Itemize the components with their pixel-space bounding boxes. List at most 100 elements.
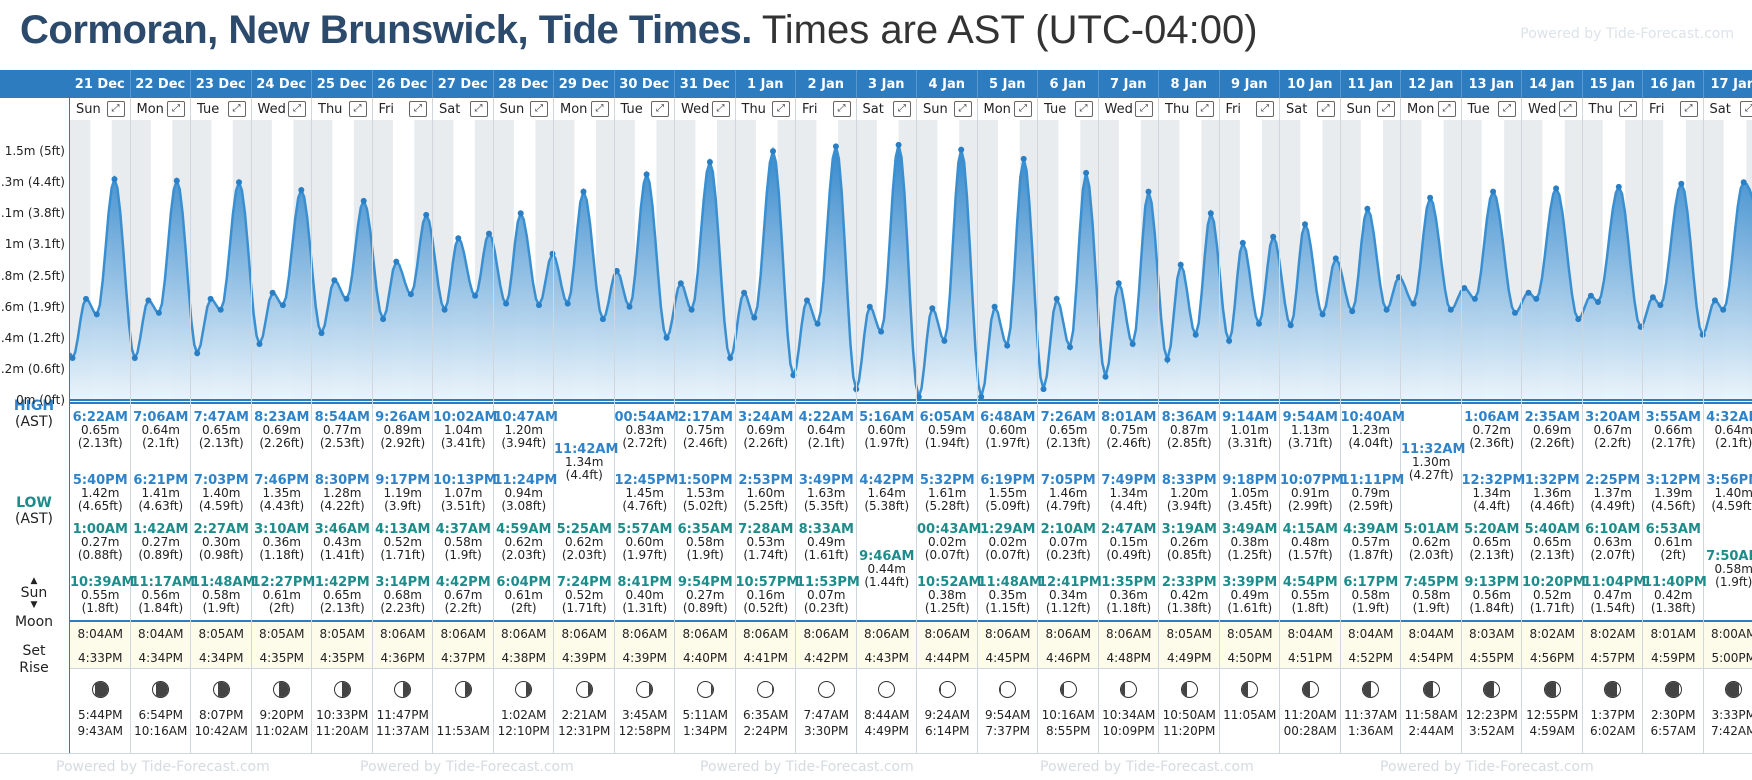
high-height-ft: (4.59ft)	[1711, 499, 1752, 513]
high-time: 11:11PM	[1340, 473, 1405, 488]
high-time: 3:56PM	[1706, 473, 1752, 488]
high-tide-cell: 8:01AM 0.75m (2.46ft) 7:49PM 1.34m (4.4ft)	[1099, 411, 1160, 513]
expand-icon[interactable]: ⤢	[772, 101, 790, 117]
moonrise-time: 3:30PM	[803, 724, 849, 738]
moonset-time: 10:50AM	[1162, 708, 1216, 722]
expand-icon[interactable]: ⤢	[227, 101, 246, 117]
tide-point	[441, 306, 448, 313]
expand-icon[interactable]: ⤢	[1256, 101, 1274, 117]
low-height-ft: (2.03ft)	[561, 548, 607, 562]
low-tide-cell: 4:37AM 0.58m (1.9ft) 4:42PM 0.67m (2.2ft)	[433, 523, 494, 615]
sunset-time: 4:51PM	[1287, 651, 1333, 665]
low-time: 12:27PM	[251, 575, 316, 590]
tide-point	[1040, 386, 1047, 393]
expand-icon[interactable]: ⤢	[1074, 101, 1093, 117]
moon-cell: 7:47AM 3:30PM	[796, 681, 857, 739]
day-name: Sat	[1709, 101, 1731, 117]
expand-icon[interactable]: ⤢	[348, 101, 367, 117]
tide-point	[1067, 344, 1073, 351]
low-height-ft: (1.74ft)	[743, 548, 789, 562]
expand-icon[interactable]: ⤢	[1195, 101, 1214, 117]
high-tide-entry: 7:49PM 1.34m (4.4ft)	[1099, 474, 1160, 513]
moonset-time: 9:24AM	[924, 708, 970, 722]
moon-phase-icon	[575, 681, 593, 698]
expand-icon[interactable]: ⤢	[1316, 101, 1335, 117]
moonrise-time	[1220, 723, 1281, 739]
expand-icon[interactable]: ⤢	[893, 101, 911, 117]
expand-icon[interactable]: ⤢	[530, 101, 548, 117]
day-name-cell: Fri ⤢	[372, 98, 433, 120]
expand-icon[interactable]: ⤢	[651, 101, 669, 117]
moon-cell: 11:53AM	[433, 681, 494, 739]
low-time: 6:04PM	[496, 575, 552, 590]
expand-icon[interactable]: ⤢	[1740, 101, 1752, 117]
low-tide-entry: 9:54PM 0.27m (0.89ft)	[675, 576, 736, 615]
expand-icon[interactable]: ⤢	[1437, 101, 1456, 117]
tide-point	[93, 311, 100, 318]
high-label-block: HIGH (AST)	[0, 398, 68, 430]
sunset-time: 4:45PM	[985, 651, 1031, 665]
day-name-cell: Mon ⤢	[130, 98, 191, 120]
low-height-m: 0.38m	[928, 588, 967, 602]
low-height-m: 0.02m	[928, 535, 967, 549]
low-tide-cell: 8:33AM 0.49m (1.61ft) 11:53PM 0.07m (0.23ft)	[796, 523, 860, 615]
expand-icon[interactable]: ⤢	[1619, 101, 1637, 117]
tide-point	[236, 179, 242, 186]
tide-point	[423, 211, 430, 218]
tide-point	[1512, 309, 1518, 316]
expand-icon[interactable]: ⤢	[1498, 101, 1516, 117]
high-tide-entry: 00:54AM 0.83m (2.72ft)	[614, 410, 679, 450]
moonrise-time: 12:58PM	[618, 724, 671, 738]
moon-phase-icon	[696, 681, 714, 698]
high-height-ft: (2.1ft)	[807, 436, 845, 450]
expand-icon[interactable]: ⤢	[1135, 101, 1153, 117]
expand-icon[interactable]: ⤢	[1558, 101, 1577, 117]
sun-cell: 8:05AM 4:35PM	[312, 622, 373, 670]
tide-point	[155, 309, 162, 316]
low-height-m: 0.15m	[1109, 535, 1148, 549]
expand-icon[interactable]: ⤢	[409, 101, 427, 117]
high-height-ft: (2.2ft)	[1594, 436, 1632, 450]
row-separator	[0, 620, 1752, 622]
high-tide-entry: 5:40PM 1.42m (4.65ft)	[70, 474, 131, 513]
high-height-ft: (2.13ft)	[198, 436, 244, 450]
expand-icon[interactable]: ⤢	[288, 101, 306, 117]
expand-icon[interactable]: ⤢	[953, 101, 972, 117]
high-height-ft: (5.09ft)	[985, 499, 1031, 513]
moon-phase-icon	[999, 681, 1017, 698]
low-tide-entry: 2:33PM 0.42m (1.38ft)	[1159, 576, 1220, 615]
tide-point	[1699, 331, 1706, 338]
moon-cell: 11:05AM	[1220, 681, 1281, 739]
high-tide-entry: 7:03PM 1.40m (4.59ft)	[191, 474, 252, 513]
low-time: 9:46AM	[859, 548, 915, 564]
expand-icon[interactable]: ⤢	[711, 101, 730, 117]
date-header: 5 Jan	[977, 70, 1038, 98]
expand-icon[interactable]: ⤢	[590, 101, 609, 117]
expand-icon[interactable]: ⤢	[1679, 101, 1698, 117]
high-height-ft: (2.26ft)	[259, 436, 305, 450]
low-time: 3:49AM	[1222, 522, 1278, 537]
expand-icon[interactable]: ⤢	[1014, 101, 1032, 117]
sun-cell: 8:06AM 4:48PM	[1099, 622, 1160, 670]
low-tide-entry: 11:48AM 0.58m (1.9ft)	[191, 576, 255, 615]
expand-icon[interactable]: ⤢	[832, 101, 851, 117]
high-height-m: 0.89m	[383, 423, 422, 437]
expand-icon[interactable]: ⤢	[1377, 101, 1395, 117]
sunrise-time: 8:04AM	[77, 627, 123, 641]
sunrise-time: 8:04AM	[1287, 627, 1333, 641]
day-name-cell: Fri ⤢	[796, 98, 857, 120]
low-height-ft: (2.2ft)	[444, 601, 482, 615]
low-time: 3:19AM	[1161, 522, 1217, 537]
high-height-m: 0.60m	[867, 423, 906, 437]
sunset-time: 4:35PM	[319, 651, 365, 665]
expand-icon[interactable]: ⤢	[167, 101, 185, 117]
high-time: 7:05PM	[1040, 473, 1096, 488]
moonrise-time: 6:57AM	[1650, 724, 1696, 738]
high-time: 00:54AM	[614, 410, 679, 425]
expand-icon[interactable]: ⤢	[469, 101, 488, 117]
moonset-time: 1:37PM	[1590, 708, 1636, 722]
date-header: 23 Dec	[191, 70, 252, 98]
expand-icon[interactable]: ⤢	[106, 101, 125, 117]
low-tide-cell: 3:49AM 0.38m (1.25ft) 3:39PM 0.49m (1.61ft)	[1220, 523, 1281, 615]
high-height-m: 0.69m	[1533, 423, 1572, 437]
